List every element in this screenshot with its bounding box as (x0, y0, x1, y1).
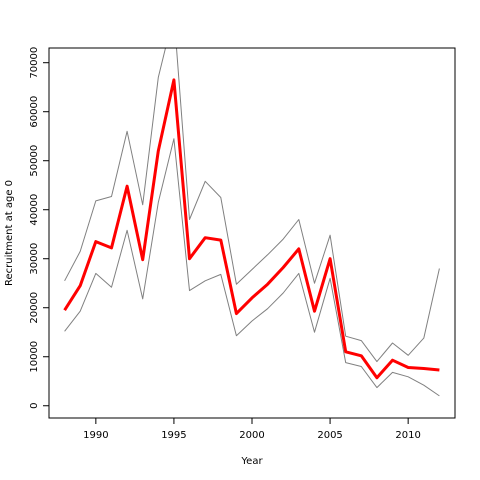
y-tick-label: 50000 (29, 145, 40, 177)
x-tick-label: 2000 (239, 430, 264, 441)
x-tick-label: 1995 (161, 430, 186, 441)
y-tick-label: 0 (29, 403, 40, 409)
y-tick-label: 20000 (29, 292, 40, 324)
y-tick-label: 70000 (29, 47, 40, 79)
x-tick-label: 2005 (317, 430, 342, 441)
y-axis: 0 10000 20000 30000 40000 50000 60000 70000 (29, 47, 50, 409)
y-tick-label: 60000 (29, 96, 40, 128)
x-tick-label: 1990 (83, 430, 108, 441)
y-axis-label: Recruitment at age 0 (4, 180, 15, 286)
series-layer (63, 48, 440, 397)
series-line-lower-bound (64, 138, 440, 397)
x-axis: 1990 1995 2000 2005 2010 (83, 417, 421, 441)
y-tick-label: 30000 (29, 243, 40, 275)
x-axis-label: Year (240, 456, 263, 467)
y-tick-label: 10000 (29, 341, 40, 373)
series-line-estimate (63, 78, 440, 380)
y-tick-label: 40000 (29, 194, 40, 226)
x-tick-label: 2010 (395, 430, 420, 441)
series-line-upper-bound (64, 48, 440, 363)
